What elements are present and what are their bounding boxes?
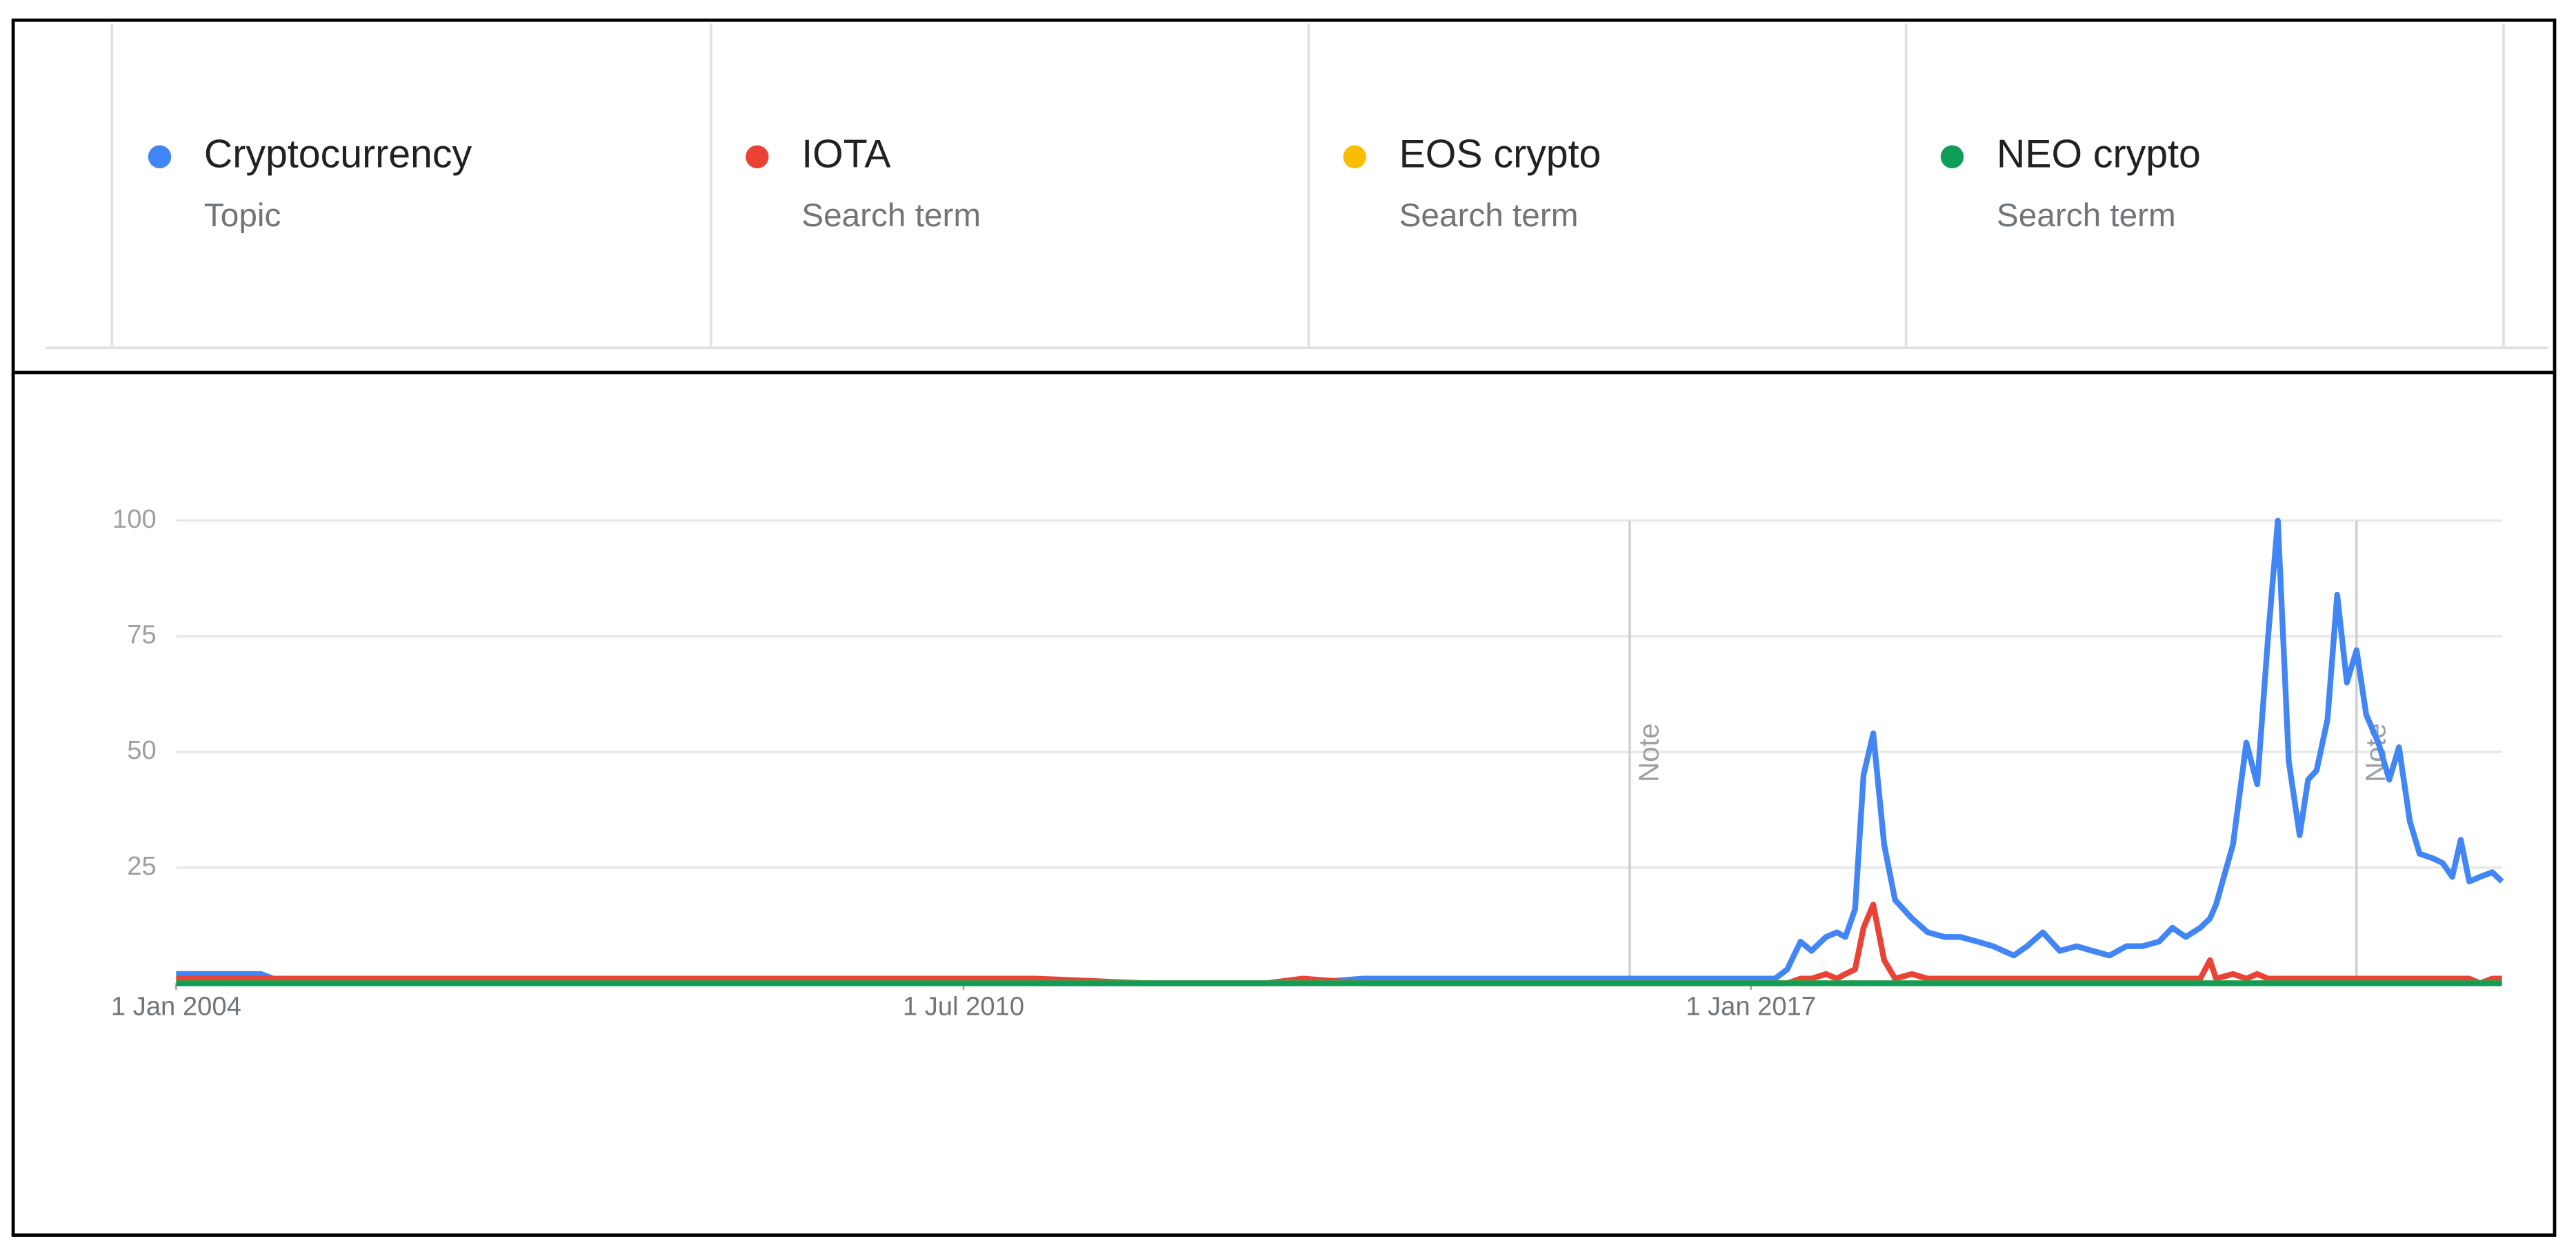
legend-name: IOTA <box>801 132 891 176</box>
series-line <box>176 902 2502 986</box>
legend-name: EOS crypto <box>1399 132 1601 176</box>
x-tick-label: 1 Jan 2017 <box>1686 991 1816 1021</box>
legend-dot <box>1343 145 1366 169</box>
y-tick-label: 100 <box>112 504 157 534</box>
legend-dot <box>1940 145 1964 169</box>
legend-name: NEO crypto <box>1997 132 2201 176</box>
legend-dot <box>746 145 769 169</box>
legend-subtitle: Search term <box>1399 197 1579 234</box>
x-tick-label: 1 Jul 2010 <box>903 991 1024 1021</box>
note-label: Note <box>1633 723 1665 782</box>
legend-subtitle: Topic <box>204 197 281 234</box>
legend-name: Cryptocurrency <box>204 132 472 176</box>
x-tick-label: 1 Jan 2004 <box>111 991 241 1021</box>
legend-dot <box>148 145 172 169</box>
legend-subtitle: Search term <box>1997 197 2176 234</box>
y-tick-label: 50 <box>127 735 156 765</box>
y-tick-label: 75 <box>127 619 156 649</box>
y-tick-label: 25 <box>127 851 156 881</box>
legend-subtitle: Search term <box>801 197 981 234</box>
frame <box>11 18 2557 1237</box>
